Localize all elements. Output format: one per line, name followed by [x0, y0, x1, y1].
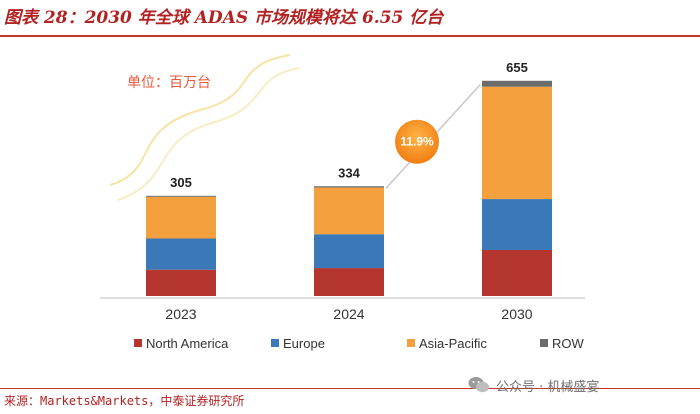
title-rule — [0, 35, 700, 37]
legend-label-asia-pacific: Asia-Pacific — [419, 336, 487, 351]
decorative-wave-1 — [109, 54, 291, 186]
bar-2030-europe — [482, 199, 552, 250]
legend-swatch-north-america — [134, 339, 142, 347]
x-tick-labels: 2023 2024 2030 — [165, 306, 532, 322]
bar-2024-row — [314, 186, 384, 188]
bar-2030-row — [482, 80, 552, 87]
bar-2030-asia-pacific — [482, 86, 552, 200]
legend-label-europe: Europe — [283, 336, 325, 351]
total-label-2024: 334 — [338, 165, 360, 180]
legend-swatch-europe — [271, 339, 279, 347]
bar-2030-north-america — [482, 250, 552, 296]
source-note: 来源：Markets&Markets，中泰证券研究所 — [4, 394, 245, 408]
bar-2024-europe — [314, 234, 384, 269]
total-label-2023: 305 — [170, 175, 192, 190]
cagr-badge — [395, 119, 440, 164]
legend-swatch-asia-pacific — [407, 339, 415, 347]
bar-2023-north-america — [146, 269, 216, 296]
total-labels: 305 334 655 — [170, 60, 528, 190]
adas-stacked-bar-chart: 单位：百万台 305 334 655 2023 2024 2030 11.9% Nort… — [100, 54, 585, 351]
legend-label-north-america: North America — [146, 336, 229, 351]
decorative-wave-2 — [117, 67, 301, 201]
bar-2023-asia-pacific — [146, 196, 216, 239]
bar-2024-asia-pacific — [314, 187, 384, 235]
watermark-text: 公众号 · 机械盛宴 — [496, 379, 600, 395]
x-tick-2030: 2030 — [501, 306, 532, 322]
bar-2023-europe — [146, 238, 216, 270]
bar-2024-north-america — [314, 268, 384, 296]
bar-2023-row — [146, 195, 216, 197]
x-tick-2024: 2024 — [333, 306, 364, 322]
x-tick-2023: 2023 — [165, 306, 196, 322]
total-label-2030: 655 — [506, 60, 528, 75]
wechat-icon — [468, 377, 489, 393]
legend-label-row: ROW — [552, 336, 585, 351]
legend-swatch-row — [540, 339, 548, 347]
bar-group — [146, 80, 552, 296]
legend: North America Europe Asia-Pacific ROW — [134, 336, 585, 351]
source-rule — [0, 388, 700, 389]
cagr-badge-text: 11.9% — [400, 135, 434, 149]
figure-title: 图表 28：2030 年全球 ADAS 市场规模将达 6.55 亿台 — [4, 8, 444, 28]
unit-label: 单位：百万台 — [127, 75, 211, 91]
watermark: 公众号 · 机械盛宴 — [468, 374, 599, 396]
